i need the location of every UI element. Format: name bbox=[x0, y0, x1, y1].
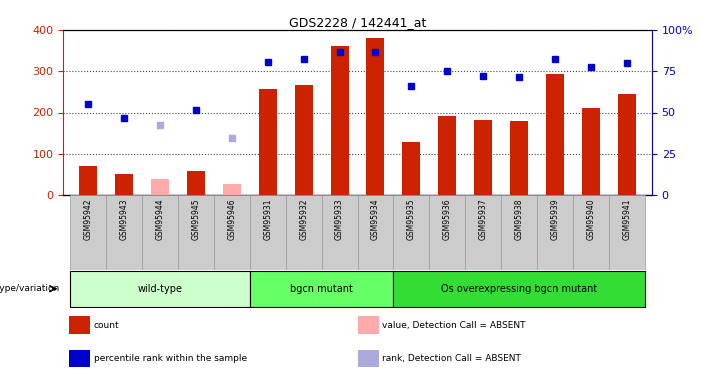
Bar bbox=[331, 46, 348, 195]
Text: count: count bbox=[94, 321, 119, 330]
Text: rank, Detection Call = ABSENT: rank, Detection Call = ABSENT bbox=[382, 354, 521, 363]
Bar bbox=[393, 195, 429, 270]
Text: GSM95933: GSM95933 bbox=[335, 199, 344, 240]
Bar bbox=[294, 85, 313, 195]
Bar bbox=[465, 195, 501, 270]
Bar bbox=[358, 350, 379, 368]
Text: GSM95937: GSM95937 bbox=[479, 199, 488, 240]
Bar bbox=[402, 142, 421, 195]
Bar bbox=[367, 38, 384, 195]
Bar bbox=[79, 166, 97, 195]
Bar bbox=[573, 195, 609, 270]
Bar bbox=[358, 316, 379, 334]
Bar bbox=[510, 121, 528, 195]
Bar bbox=[286, 195, 322, 270]
Text: GSM95942: GSM95942 bbox=[83, 199, 93, 240]
Text: GSM95938: GSM95938 bbox=[515, 199, 524, 240]
Text: bgcn mutant: bgcn mutant bbox=[290, 284, 353, 294]
Bar bbox=[69, 316, 90, 334]
Bar bbox=[474, 120, 492, 195]
Text: GSM95936: GSM95936 bbox=[443, 199, 451, 240]
Bar bbox=[70, 271, 250, 307]
Text: GSM95931: GSM95931 bbox=[264, 199, 272, 240]
Text: percentile rank within the sample: percentile rank within the sample bbox=[94, 354, 247, 363]
Bar bbox=[358, 195, 393, 270]
Bar bbox=[223, 184, 241, 195]
Bar bbox=[178, 195, 214, 270]
Bar bbox=[393, 271, 645, 307]
Text: GSM95935: GSM95935 bbox=[407, 199, 416, 240]
Bar bbox=[214, 195, 250, 270]
Text: GSM95939: GSM95939 bbox=[550, 199, 559, 240]
Bar bbox=[429, 195, 465, 270]
Bar bbox=[142, 195, 178, 270]
Text: Os overexpressing bgcn mutant: Os overexpressing bgcn mutant bbox=[441, 284, 597, 294]
Bar bbox=[187, 171, 205, 195]
Text: GSM95944: GSM95944 bbox=[156, 199, 165, 240]
Bar bbox=[501, 195, 537, 270]
Bar bbox=[250, 271, 393, 307]
Bar bbox=[537, 195, 573, 270]
Text: GSM95945: GSM95945 bbox=[191, 199, 200, 240]
Text: GSM95940: GSM95940 bbox=[587, 199, 595, 240]
Bar bbox=[259, 89, 277, 195]
Bar bbox=[609, 195, 645, 270]
Bar bbox=[151, 179, 169, 195]
Bar bbox=[618, 93, 636, 195]
Text: GSM95946: GSM95946 bbox=[227, 199, 236, 240]
Text: GSM95943: GSM95943 bbox=[120, 199, 128, 240]
Bar bbox=[322, 195, 358, 270]
Text: genotype/variation: genotype/variation bbox=[0, 284, 60, 293]
Bar bbox=[546, 74, 564, 195]
Bar bbox=[250, 195, 286, 270]
Bar bbox=[106, 195, 142, 270]
Bar bbox=[69, 350, 90, 368]
Text: value, Detection Call = ABSENT: value, Detection Call = ABSENT bbox=[382, 321, 526, 330]
Title: GDS2228 / 142441_at: GDS2228 / 142441_at bbox=[289, 16, 426, 29]
Text: GSM95934: GSM95934 bbox=[371, 199, 380, 240]
Text: GSM95932: GSM95932 bbox=[299, 199, 308, 240]
Text: wild-type: wild-type bbox=[137, 284, 182, 294]
Bar bbox=[70, 195, 106, 270]
Bar bbox=[115, 174, 133, 195]
Bar bbox=[438, 116, 456, 195]
Bar bbox=[582, 108, 600, 195]
Text: GSM95941: GSM95941 bbox=[622, 199, 632, 240]
